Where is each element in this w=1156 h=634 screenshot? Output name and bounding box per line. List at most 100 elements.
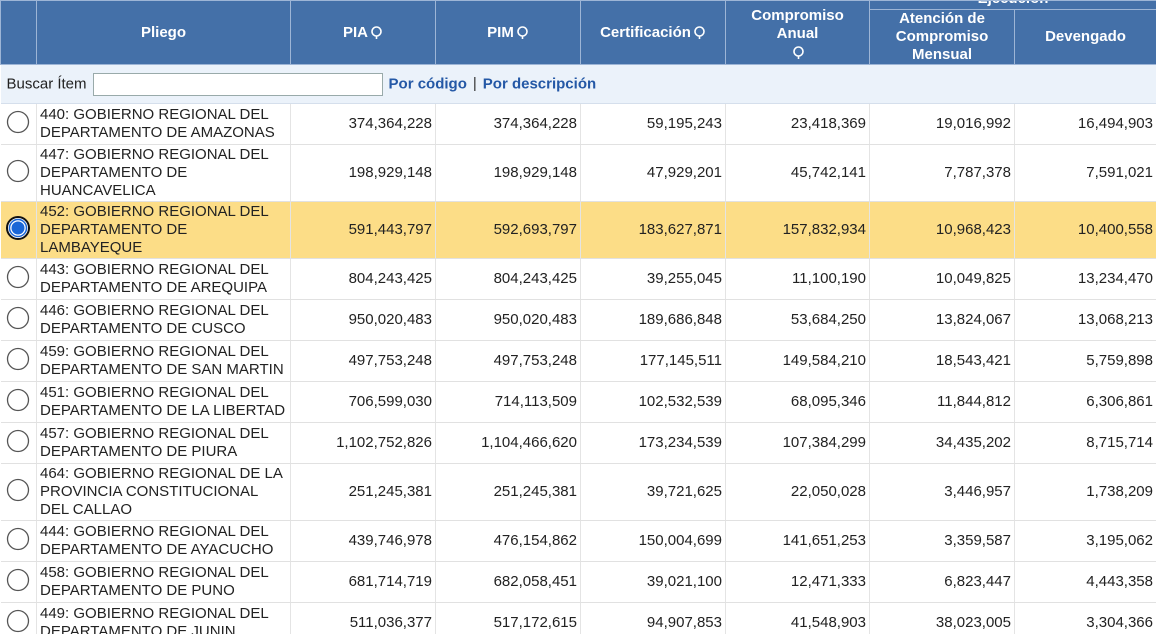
radio-cell [0,463,37,521]
column-header[interactable]: Compromiso Anual [725,0,870,65]
pliego-cell: 451: GOBIERNO REGIONAL DEL DEPARTAMENTO … [36,381,291,423]
column-header-text: Pliego [140,23,186,41]
amount-cell: 102,532,539 [580,381,726,423]
group-header: Ejecución [869,0,1156,10]
amount-cell: 681,714,719 [290,561,436,603]
radio-button[interactable] [5,526,31,552]
amount-cell: 6,306,861 [1014,381,1156,423]
amount-cell: 7,787,378 [869,144,1015,202]
amount-cell: 476,154,862 [435,520,581,562]
amount-cell: 4,443,358 [1014,561,1156,603]
table-row[interactable]: 459: GOBIERNO REGIONAL DEL DEPARTAMENTO … [0,340,1156,382]
column-header-text: Devengado [1045,28,1126,45]
radio-cell [0,201,37,259]
header-row: Atención de Compromiso Mensual Devengado [1,9,1156,65]
table-row[interactable]: 449: GOBIERNO REGIONAL DEL DEPARTAMENTO … [0,602,1156,634]
pliego-cell: 459: GOBIERNO REGIONAL DEL DEPARTAMENTO … [36,340,291,382]
radio-button[interactable] [5,387,31,413]
filter-icon[interactable] [516,26,529,40]
table-row[interactable]: 443: GOBIERNO REGIONAL DEL DEPARTAMENTO … [0,258,1156,300]
table-row[interactable]: 451: GOBIERNO REGIONAL DEL DEPARTAMENTO … [0,381,1156,423]
table-row[interactable]: 452: GOBIERNO REGIONAL DEL DEPARTAMENTO … [0,201,1156,259]
amount-cell: 5,759,898 [1014,340,1156,382]
radio-cell [0,520,37,562]
table-row[interactable]: 464: GOBIERNO REGIONAL DE LA PROVINCIA C… [0,463,1156,521]
radio-button[interactable] [5,264,31,290]
amount-cell: 3,446,957 [869,463,1015,521]
amount-cell: 7,591,021 [1014,144,1156,202]
header-radio [0,0,37,65]
amount-cell: 189,686,848 [580,299,726,341]
amount-cell: 59,195,243 [580,103,726,145]
column-header[interactable]: Atención de Compromiso Mensual [869,9,1015,65]
table-row[interactable]: 447: GOBIERNO REGIONAL DEL DEPARTAMENTO … [0,144,1156,202]
radio-button[interactable] [5,109,31,135]
amount-cell: 6,823,447 [869,561,1015,603]
radio-button[interactable] [5,567,31,593]
amount-cell: 251,245,381 [290,463,436,521]
radio-cell [0,381,37,423]
amount-cell: 804,243,425 [435,258,581,300]
table-row[interactable]: 444: GOBIERNO REGIONAL DEL DEPARTAMENTO … [0,520,1156,562]
filter-icon[interactable] [370,26,383,40]
amount-cell: 12,471,333 [725,561,870,603]
filter-icon[interactable] [693,26,706,40]
radio-button[interactable] [5,477,31,503]
group-header-text: Ejecución [871,2,1156,9]
amount-cell: 19,016,992 [869,103,1015,145]
amount-cell: 68,095,346 [725,381,870,423]
column-header[interactable]: Certificación [580,0,726,65]
table-row[interactable]: 458: GOBIERNO REGIONAL DEL DEPARTAMENTO … [0,561,1156,603]
amount-cell: 950,020,483 [435,299,581,341]
radio-cell [0,258,37,300]
radio-button[interactable] [5,608,31,634]
amount-cell: 1,104,466,620 [435,422,581,464]
radio-cell [0,561,37,603]
amount-cell: 439,746,978 [290,520,436,562]
radio-button[interactable] [5,158,31,184]
table-row[interactable]: 440: GOBIERNO REGIONAL DEL DEPARTAMENTO … [0,103,1156,145]
amount-cell: 10,400,558 [1014,201,1156,259]
pliego-cell: 449: GOBIERNO REGIONAL DEL DEPARTAMENTO … [36,602,291,634]
amount-cell: 198,929,148 [290,144,436,202]
column-header[interactable]: PIM [435,0,581,65]
table-row[interactable]: 446: GOBIERNO REGIONAL DEL DEPARTAMENTO … [0,299,1156,341]
amount-cell: 150,004,699 [580,520,726,562]
amount-cell: 592,693,797 [435,201,581,259]
radio-button[interactable] [5,346,31,372]
column-header[interactable]: PIA [290,0,436,65]
amount-cell: 10,968,423 [869,201,1015,259]
amount-cell: 11,844,812 [869,381,1015,423]
radio-button[interactable] [5,428,31,454]
column-header-text: Compromiso Anual [751,7,844,42]
amount-cell: 47,929,201 [580,144,726,202]
radio-button[interactable] [5,215,31,241]
radio-cell [0,299,37,341]
column-header-text: Certificación [600,23,691,41]
amount-cell: 34,435,202 [869,422,1015,464]
amount-cell: 10,049,825 [869,258,1015,300]
amount-cell: 16,494,903 [1014,103,1156,145]
search-row: Buscar Ítem Por código | Por descripción [0,64,1156,104]
table-row[interactable]: 457: GOBIERNO REGIONAL DEL DEPARTAMENTO … [0,422,1156,464]
search-label: Buscar Ítem [6,74,87,92]
radio-button[interactable] [5,305,31,331]
amount-cell: 3,304,366 [1014,602,1156,634]
column-header[interactable]: Devengado [1014,9,1156,65]
search-input[interactable] [92,72,383,96]
amount-cell: 497,753,248 [435,340,581,382]
amount-cell: 950,020,483 [290,299,436,341]
amount-cell: 497,753,248 [290,340,436,382]
amount-cell: 141,651,253 [725,520,870,562]
amount-cell: 149,584,210 [725,340,870,382]
search-by-code[interactable]: Por código [388,74,467,92]
search-by-description[interactable]: Por descripción [482,74,597,92]
amount-cell: 53,684,250 [725,299,870,341]
filter-icon[interactable] [792,45,805,59]
column-header: Pliego [36,0,291,65]
radio-cell [0,422,37,464]
amount-cell: 517,172,615 [435,602,581,634]
amount-cell: 511,036,377 [290,602,436,634]
amount-cell: 39,255,045 [580,258,726,300]
amount-cell: 13,068,213 [1014,299,1156,341]
